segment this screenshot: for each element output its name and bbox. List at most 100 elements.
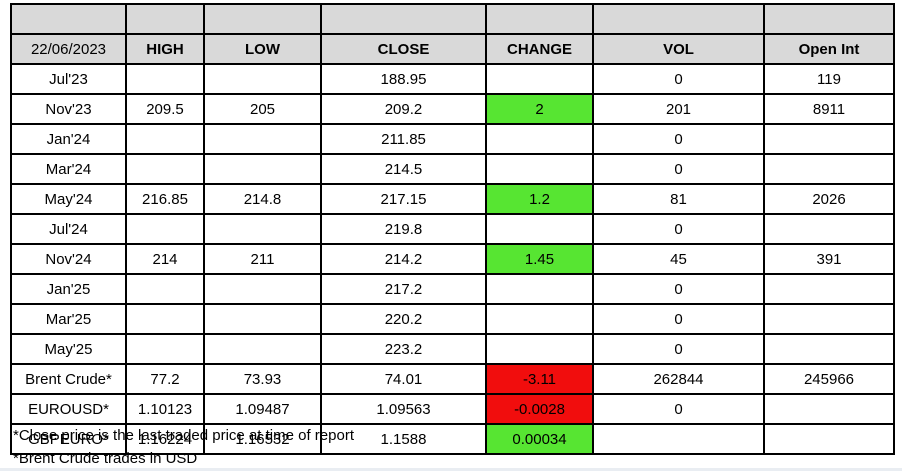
cell-change: 1.2: [485, 183, 594, 215]
cell-close: 209.2: [320, 93, 487, 125]
cell-vol: [592, 423, 765, 455]
cell-close: 217.2: [320, 273, 487, 305]
cell-low: 1.16532: [203, 423, 322, 455]
col-header-change: CHANGE: [485, 33, 594, 65]
cell-high: 216.85: [125, 183, 205, 215]
cell-change: [485, 63, 594, 95]
cell-close: 1.09563: [320, 393, 487, 425]
footnote-close-price: *Close price is the last traded price at…: [13, 427, 354, 444]
col-header-low: LOW: [203, 33, 322, 65]
cell-change: 2: [485, 93, 594, 125]
contract-label: Jan'25: [10, 273, 127, 305]
cell-high: 214: [125, 243, 205, 275]
report-date-header: 22/06/2023: [10, 33, 127, 65]
cell-low: [203, 123, 322, 155]
cell-open-int: [763, 153, 895, 185]
spacer-cell: [125, 3, 205, 35]
cell-vol: 0: [592, 63, 765, 95]
cell-close: 220.2: [320, 303, 487, 335]
table-row: Nov'24 214 211 214.2 1.45 45 391: [10, 243, 895, 275]
contract-label: May'25: [10, 333, 127, 365]
cell-low: 211: [203, 243, 322, 275]
cell-vol: 81: [592, 183, 765, 215]
cell-high: 77.2: [125, 363, 205, 395]
cell-vol: 0: [592, 123, 765, 155]
spacer-cell: [203, 3, 322, 35]
cell-vol: 0: [592, 393, 765, 425]
cell-change: [485, 213, 594, 245]
cell-change: -0.0028: [485, 393, 594, 425]
contract-label: Brent Crude*: [10, 363, 127, 395]
cell-open-int: [763, 333, 895, 365]
cell-close: 1.1588: [320, 423, 487, 455]
cell-low: 205: [203, 93, 322, 125]
cell-change: [485, 303, 594, 335]
cell-vol: 0: [592, 303, 765, 335]
cell-open-int: [763, 303, 895, 335]
spacer-cell: [763, 3, 895, 35]
table-row: EUROUSD* 1.10123 1.09487 1.09563 -0.0028…: [10, 393, 895, 425]
cell-open-int: [763, 423, 895, 455]
cell-change: [485, 123, 594, 155]
cell-low: [203, 273, 322, 305]
spacer-row: [10, 3, 895, 35]
contract-label: Mar'24: [10, 153, 127, 185]
table-row: Brent Crude* 77.2 73.93 74.01 -3.11 2628…: [10, 363, 895, 395]
cell-change: 1.45: [485, 243, 594, 275]
cell-open-int: 391: [763, 243, 895, 275]
cell-low: 214.8: [203, 183, 322, 215]
cell-change: 0.00034: [485, 423, 594, 455]
footnote-brent-usd: *Brent Crude trades in USD: [13, 450, 198, 467]
cell-high: [125, 63, 205, 95]
col-header-close: CLOSE: [320, 33, 487, 65]
cell-low: 1.09487: [203, 393, 322, 425]
cell-low: [203, 213, 322, 245]
cell-open-int: 8911: [763, 93, 895, 125]
cell-change: -3.11: [485, 363, 594, 395]
cell-low: 73.93: [203, 363, 322, 395]
cell-high: 1.10123: [125, 393, 205, 425]
cell-high: 1.16224: [125, 423, 205, 455]
cell-open-int: [763, 123, 895, 155]
cell-low: [203, 333, 322, 365]
cell-open-int: 119: [763, 63, 895, 95]
table-row: GBPEURO* 1.16224 1.16532 1.1588 0.00034: [10, 423, 895, 455]
cell-change: [485, 153, 594, 185]
cell-high: 209.5: [125, 93, 205, 125]
contract-label: Jan'24: [10, 123, 127, 155]
cell-close: 74.01: [320, 363, 487, 395]
contract-label: Nov'23: [10, 93, 127, 125]
cell-open-int: 2026: [763, 183, 895, 215]
cell-vol: 0: [592, 153, 765, 185]
price-table: 22/06/2023 HIGH LOW CLOSE CHANGE VOL Ope…: [10, 3, 895, 455]
footnotes: *Close price is the last traded price at…: [13, 424, 354, 470]
table-row: Mar'25 220.2 0: [10, 303, 895, 335]
col-header-open-int: Open Int: [763, 33, 895, 65]
cell-vol: 0: [592, 273, 765, 305]
spacer-cell: [485, 3, 594, 35]
cell-close: 214.5: [320, 153, 487, 185]
cell-high: [125, 123, 205, 155]
cell-vol: 262844: [592, 363, 765, 395]
cell-open-int: [763, 273, 895, 305]
cell-low: [203, 63, 322, 95]
cell-high: [125, 333, 205, 365]
contract-label: EUROUSD*: [10, 393, 127, 425]
cell-vol: 201: [592, 93, 765, 125]
cell-vol: 0: [592, 333, 765, 365]
cell-high: [125, 153, 205, 185]
cell-low: [203, 153, 322, 185]
cell-change: [485, 333, 594, 365]
table-row: May'24 216.85 214.8 217.15 1.2 81 2026: [10, 183, 895, 215]
bottom-window-edge: [0, 468, 902, 471]
spacer-cell: [320, 3, 487, 35]
contract-label: GBPEURO*: [10, 423, 127, 455]
spacer-cell: [10, 3, 127, 35]
table-row: Jul'24 219.8 0: [10, 213, 895, 245]
cell-open-int: [763, 213, 895, 245]
table-row: Jul'23 188.95 0 119: [10, 63, 895, 95]
table-row: Nov'23 209.5 205 209.2 2 201 8911: [10, 93, 895, 125]
contract-label: Nov'24: [10, 243, 127, 275]
cell-open-int: 245966: [763, 363, 895, 395]
cell-high: [125, 213, 205, 245]
